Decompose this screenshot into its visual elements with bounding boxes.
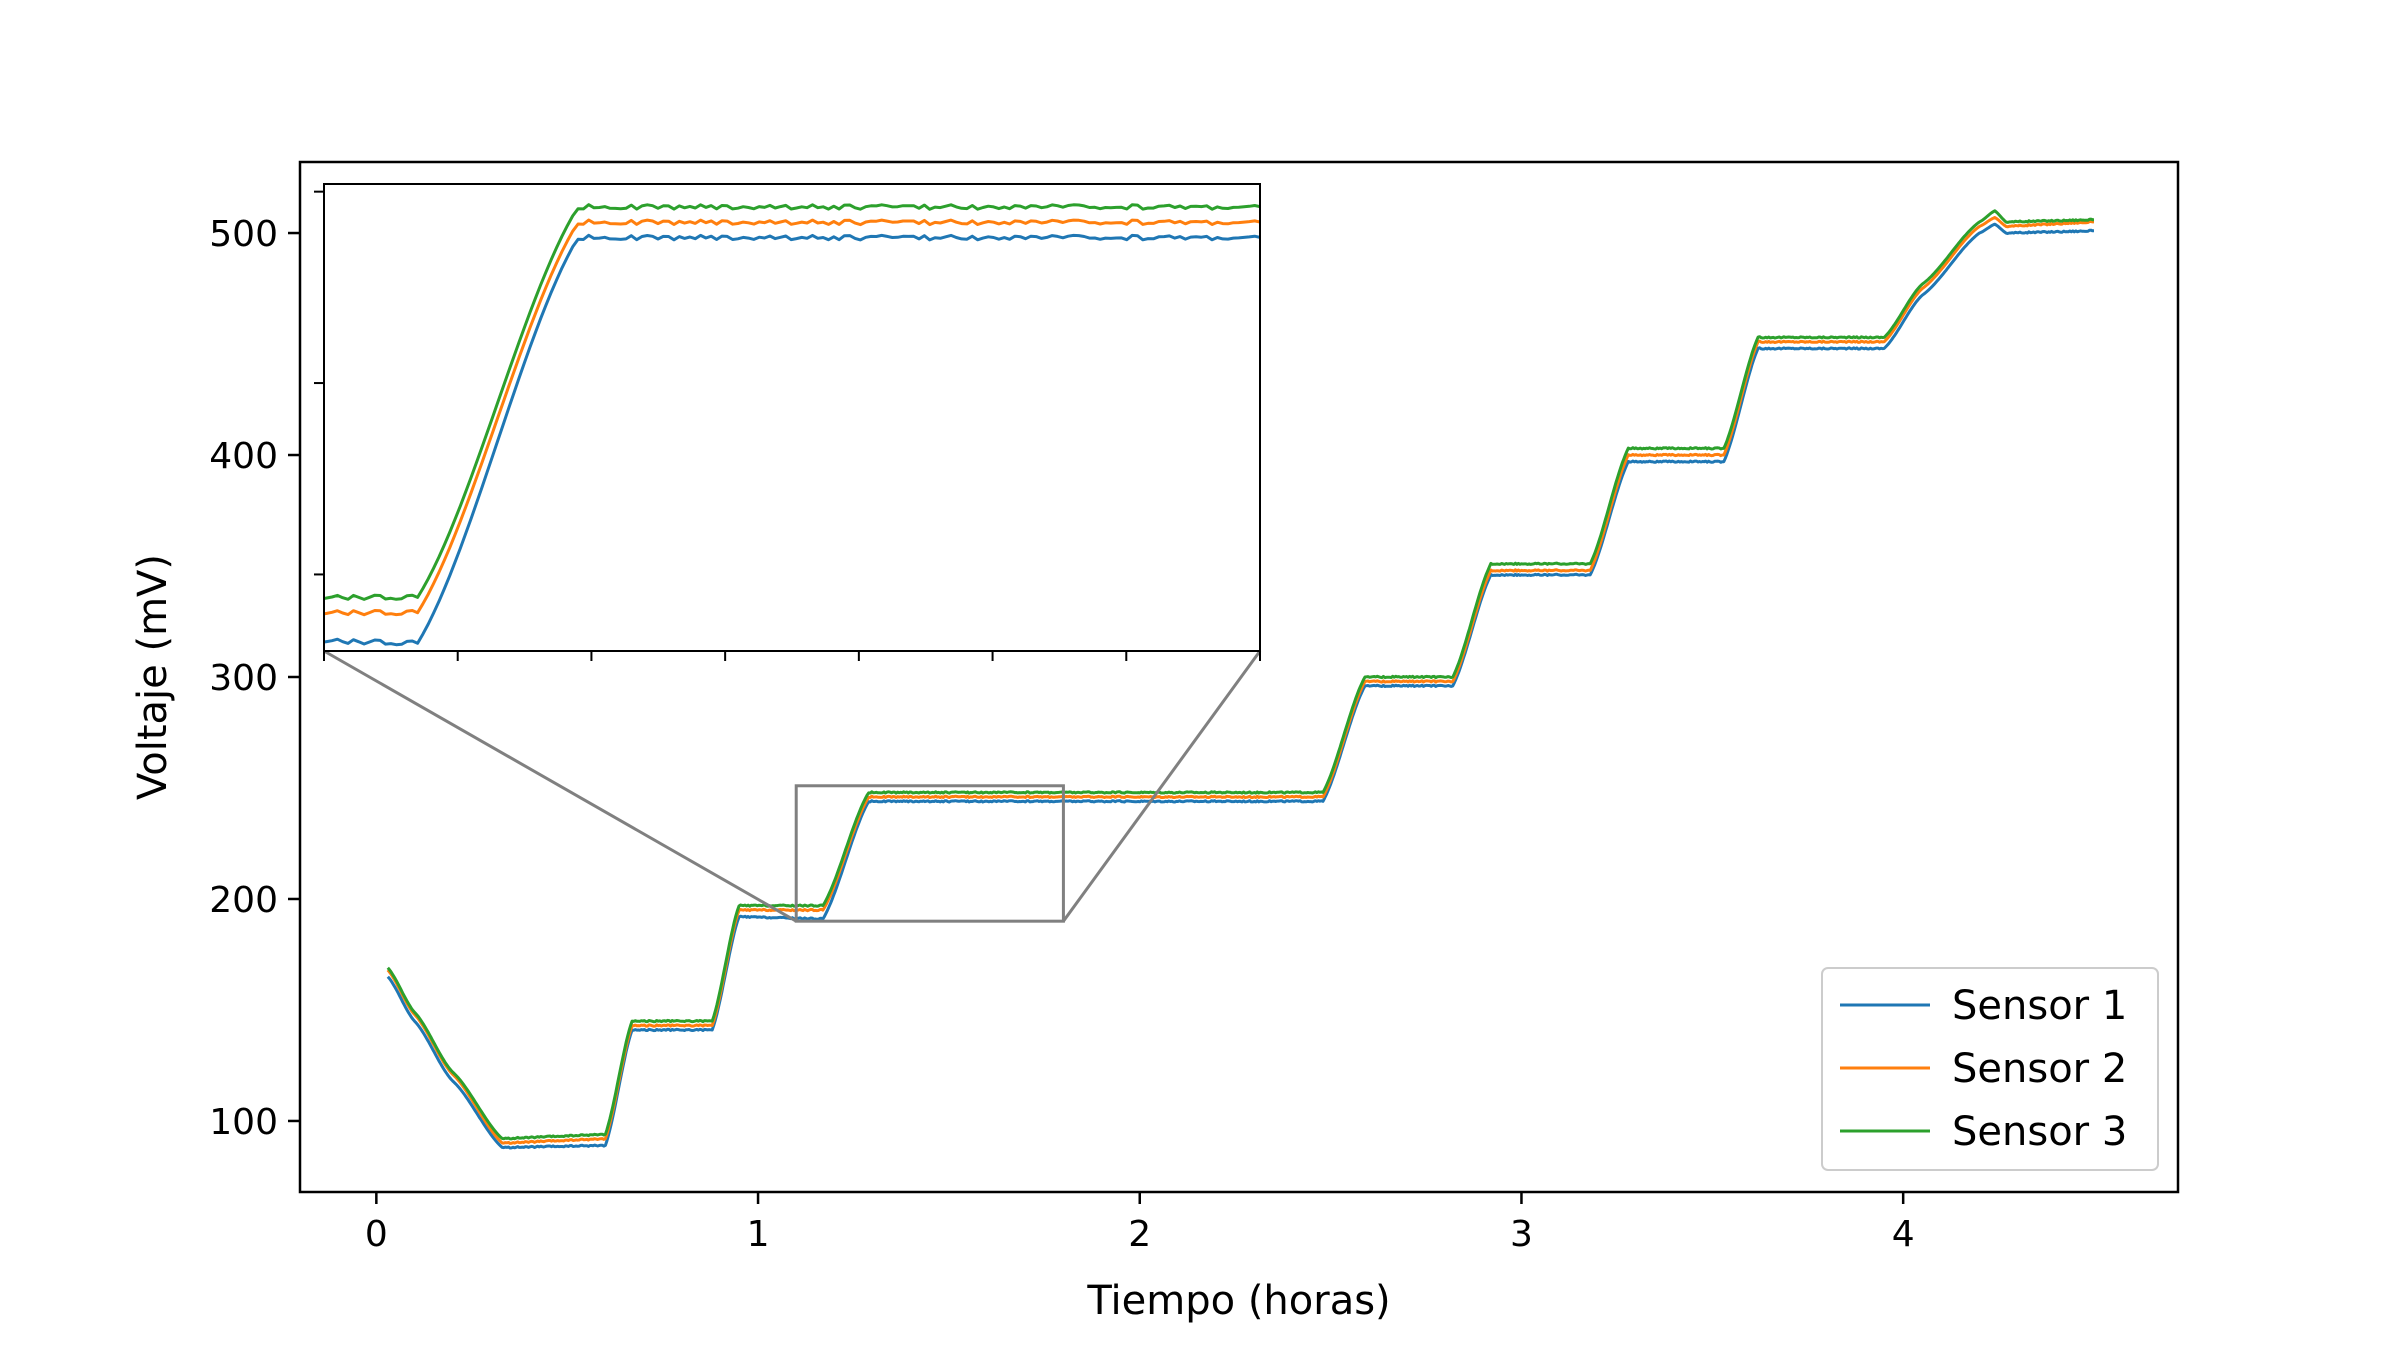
y-tick-label: 400 bbox=[209, 436, 278, 477]
y-tick-label: 500 bbox=[209, 214, 278, 255]
x-tick-label: 1 bbox=[747, 1214, 770, 1255]
zoom-box bbox=[794, 784, 1065, 923]
zoom-connector-left bbox=[323, 649, 797, 923]
legend-box bbox=[1821, 967, 2159, 1171]
y-axis-title: Voltaje (mV) bbox=[130, 554, 176, 800]
series-layer bbox=[386, 209, 2094, 1150]
zoom-indicator bbox=[323, 649, 1262, 923]
inset-series-line-2 bbox=[324, 218, 1260, 617]
inset-series-line-1 bbox=[324, 233, 1260, 647]
inset-series-layer bbox=[324, 203, 1260, 647]
inset-background bbox=[324, 184, 1260, 651]
axes: 0 1 2 3 4 100 200 300 400 500 bbox=[209, 160, 2180, 1255]
y-tick-label: 100 bbox=[209, 1102, 278, 1143]
y-tick-label: 200 bbox=[209, 880, 278, 921]
legend-label: Sensor 1 bbox=[1952, 983, 2127, 1029]
inset-frame bbox=[323, 183, 1261, 652]
series-line-3 bbox=[386, 209, 2094, 1141]
series-line-1 bbox=[386, 222, 2094, 1150]
legend: Sensor 1 Sensor 2 Sensor 3 bbox=[1821, 967, 2159, 1171]
x-tick-label: 3 bbox=[1510, 1214, 1533, 1255]
x-tick-label: 4 bbox=[1892, 1214, 1915, 1255]
x-tick-label: 2 bbox=[1128, 1214, 1151, 1255]
x-tick-label: 0 bbox=[365, 1214, 388, 1255]
inset-series-line-3 bbox=[324, 203, 1260, 601]
legend-label: Sensor 2 bbox=[1952, 1046, 2127, 1092]
inset-axes bbox=[314, 183, 1261, 661]
legend-label: Sensor 3 bbox=[1952, 1109, 2127, 1155]
x-axis-title: Tiempo (horas) bbox=[1086, 1278, 1390, 1324]
y-tick-label: 300 bbox=[209, 658, 278, 699]
zoom-connector-right bbox=[1062, 650, 1262, 923]
series-line-2 bbox=[386, 216, 2094, 1145]
